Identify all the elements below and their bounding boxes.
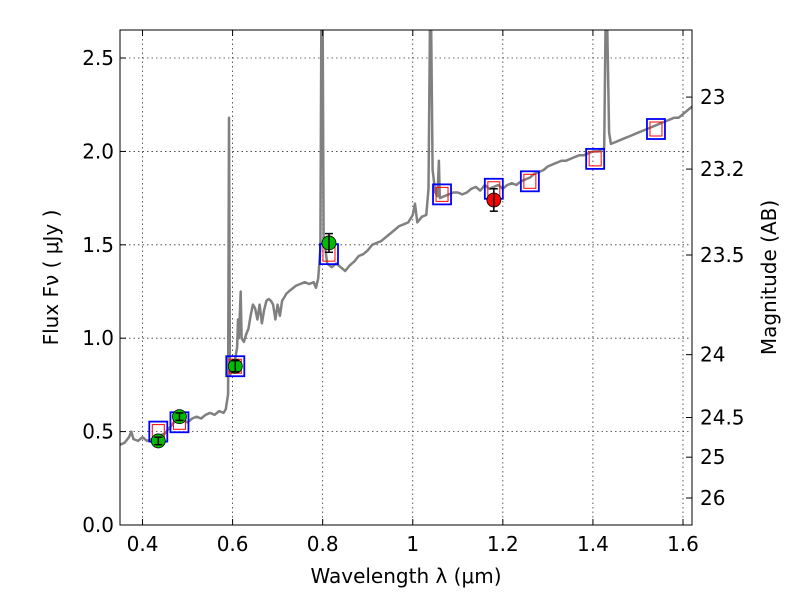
y-tick-label: 0.5: [82, 420, 114, 444]
plot-frame: [119, 29, 693, 526]
x-tick-label: 1.6: [667, 532, 699, 556]
x-tick-label: 0.4: [127, 532, 159, 556]
spectrum-layer: [120, 30, 692, 446]
model-photometry-layer: [148, 118, 666, 443]
x-tick-label: 0.8: [307, 532, 339, 556]
observed-photometry-layer: [150, 188, 502, 449]
model-box-inner: [649, 121, 663, 137]
model-box-marker: [646, 118, 666, 140]
mag-tick-label: 25: [700, 445, 725, 469]
x-tick-label: 0.6: [217, 532, 249, 556]
model-box-marker: [225, 355, 246, 378]
mag-tick-label: 24: [700, 343, 725, 367]
model-box-inner: [523, 173, 537, 189]
mag-tick-label: 24.5: [700, 406, 745, 430]
spectrum-line: [120, 30, 692, 446]
x-tick-label: 1.4: [577, 532, 609, 556]
y-tick-label: 1.0: [82, 326, 114, 350]
grid-lines: [120, 30, 692, 526]
mag-tick-label: 26: [700, 486, 725, 510]
y2-axis-label: Magnitude (AB): [757, 200, 781, 355]
mag-tick-label: 23.2: [700, 157, 745, 181]
model-box-marker: [585, 147, 606, 170]
x-tick-label: 1.2: [487, 532, 519, 556]
x-tick-label: 1: [406, 532, 419, 556]
y-tick-label: 2.0: [82, 139, 114, 163]
y-axis-label: Flux Fν ( μJy ): [39, 210, 63, 346]
y-tick-label: 0.0: [82, 513, 114, 537]
mag-tick-label: 23.5: [700, 243, 745, 267]
model-box-inner: [435, 186, 449, 202]
y-tick-label: 2.5: [82, 46, 114, 70]
x-axis-label: Wavelength λ (μm): [310, 564, 501, 588]
model-box-marker: [432, 183, 452, 206]
model-box-marker: [519, 170, 540, 193]
axis-ticks: 0.4 0.6 0.8 1 1.2 1.4 1.6 0.0 0.5 1.0 1.5 2.0 2.5 23 2…: [82, 30, 745, 556]
mag-tick-label: 23: [700, 85, 725, 109]
y-tick-label: 1.5: [82, 233, 114, 257]
model-box-inner: [588, 151, 602, 167]
